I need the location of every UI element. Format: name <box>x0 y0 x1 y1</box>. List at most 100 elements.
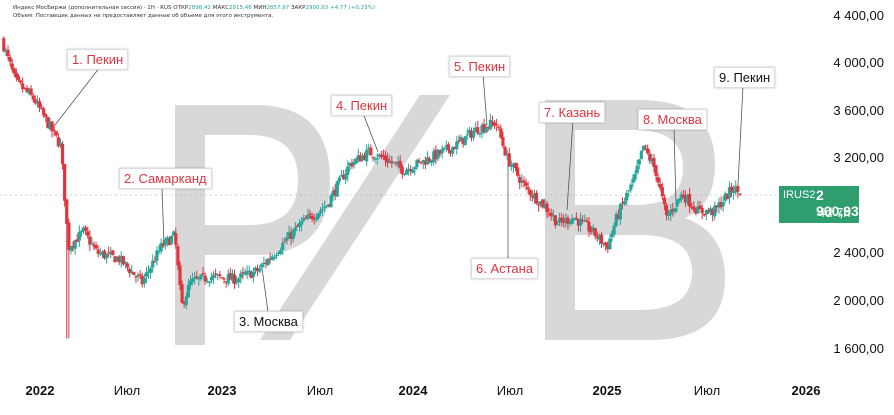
candle-body <box>736 186 740 192</box>
candle-body <box>492 122 497 126</box>
candle-body <box>335 181 339 197</box>
candle-body <box>390 160 394 164</box>
candle-body <box>488 119 492 130</box>
annotation-9-beijing[interactable]: 9. Пекин <box>714 67 776 88</box>
candle-body <box>318 210 323 213</box>
candle-body <box>176 246 180 266</box>
candle-body <box>495 124 499 126</box>
x-tick-label: Июл <box>496 383 524 398</box>
candle-body <box>723 193 727 201</box>
candle-body <box>453 147 457 150</box>
candle-body <box>96 249 100 254</box>
candle-body <box>513 163 518 169</box>
candle-body <box>159 243 163 252</box>
candle-body <box>344 173 348 180</box>
candle-body <box>400 166 404 175</box>
price-tag-symbol: IRUS2 <box>783 189 816 201</box>
candle-body <box>362 155 367 160</box>
candle-body <box>627 190 631 192</box>
candle-body <box>589 231 593 233</box>
candle-body <box>576 219 581 226</box>
candle-body <box>696 206 700 214</box>
candle-body <box>52 129 56 131</box>
candle-body <box>253 267 258 271</box>
candle-body <box>704 210 708 215</box>
candle-body <box>436 149 440 159</box>
candle-body <box>37 100 42 108</box>
candle-body <box>526 187 530 190</box>
candle-body <box>461 138 465 145</box>
candle-body <box>373 158 377 160</box>
candle-body <box>604 242 608 246</box>
annotation-1-beijing[interactable]: 1. Пекин <box>67 49 129 70</box>
annotation-6-astana[interactable]: 6. Астана <box>471 258 539 279</box>
candle-body <box>406 168 411 171</box>
last-price-tag: IRUS2 2 900,93 4d 7h <box>779 186 859 223</box>
candle-body <box>421 159 425 163</box>
candle-body <box>404 170 409 175</box>
candle-body <box>706 210 711 212</box>
annotation-4-beijing[interactable]: 4. Пекин <box>331 95 393 116</box>
annotation-3-moscow[interactable]: 3. Москва <box>234 311 303 332</box>
candle-body <box>281 242 285 250</box>
candle-body <box>167 238 172 246</box>
candle-body <box>683 195 688 203</box>
candle-body <box>551 215 555 217</box>
candle-body <box>673 208 677 213</box>
candle-body <box>132 271 136 275</box>
candle-body <box>295 225 300 228</box>
candle-body <box>532 193 537 199</box>
candle-body <box>79 230 84 233</box>
candle-body <box>537 204 541 206</box>
candle-body <box>327 204 331 207</box>
candle-body <box>497 126 501 128</box>
candle-body <box>186 284 190 298</box>
candle-body <box>90 243 94 245</box>
candle-body <box>440 149 444 154</box>
candle-body <box>570 218 574 225</box>
candle-body <box>446 144 451 151</box>
candle-body <box>434 149 438 160</box>
candle-body <box>325 205 329 207</box>
annotation-8-moscow[interactable]: 8. Москва <box>638 109 707 130</box>
candle-body <box>528 189 532 196</box>
candle-body <box>486 126 490 128</box>
candle-body <box>163 239 167 246</box>
candle-body <box>228 272 232 280</box>
annotation-5-beijing[interactable]: 5. Пекин <box>449 56 511 77</box>
annotation-leaders <box>54 66 744 313</box>
candle-body <box>371 156 375 158</box>
candle-body <box>721 202 725 207</box>
candle-body <box>583 220 587 222</box>
candle-body <box>602 243 606 245</box>
candle-body <box>648 153 652 161</box>
annotation-leader-line <box>737 85 744 186</box>
candle-body <box>260 264 264 268</box>
candle-body <box>547 213 551 215</box>
candle-body <box>77 231 81 241</box>
candle-body <box>530 195 534 198</box>
candle-body <box>35 100 39 104</box>
candle-body <box>725 193 729 200</box>
candle-body <box>243 273 247 275</box>
candle-body <box>125 263 130 268</box>
candle-body <box>386 158 390 163</box>
candle-body <box>16 76 21 80</box>
y-tick-label: 4 000,00 <box>833 55 884 70</box>
candle-body <box>545 203 549 212</box>
candle-body <box>155 250 159 261</box>
candle-body <box>614 214 618 226</box>
annotation-2-samarkand[interactable]: 2. Самарканд <box>119 168 212 189</box>
candle-body <box>312 218 316 220</box>
candle-body <box>272 256 276 259</box>
candle-body <box>50 121 54 132</box>
candle-body <box>455 141 459 150</box>
candle-body <box>631 178 635 183</box>
open-value: 2896,42 <box>188 5 211 11</box>
candle-body <box>172 231 176 236</box>
candle-body <box>350 163 354 167</box>
candle-body <box>31 95 35 100</box>
annotation-7-kazan[interactable]: 7. Казань <box>539 102 606 123</box>
candle-body <box>245 270 249 275</box>
